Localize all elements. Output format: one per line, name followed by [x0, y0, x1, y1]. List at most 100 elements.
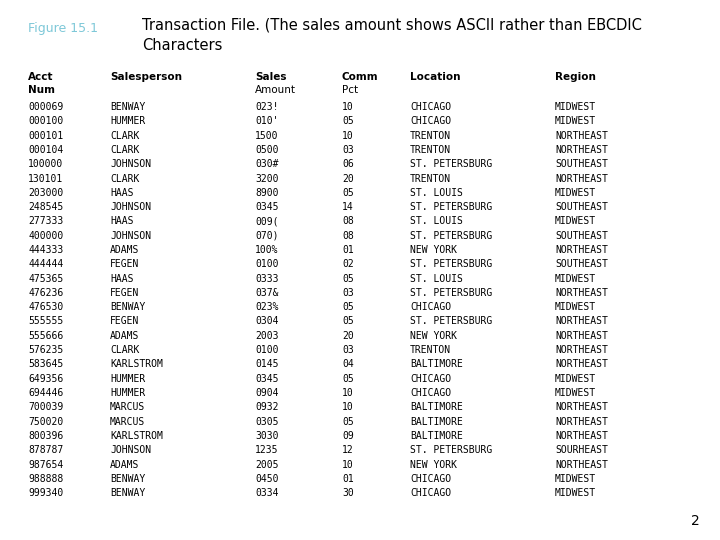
- Text: 0904: 0904: [255, 388, 279, 398]
- Text: 10: 10: [342, 131, 354, 140]
- Text: 0100: 0100: [255, 345, 279, 355]
- Text: CHICAGO: CHICAGO: [410, 474, 451, 484]
- Text: 0500: 0500: [255, 145, 279, 155]
- Text: 100000: 100000: [28, 159, 63, 169]
- Text: HUMMER: HUMMER: [110, 388, 145, 398]
- Text: 05: 05: [342, 302, 354, 312]
- Text: NEW YORK: NEW YORK: [410, 460, 457, 469]
- Text: 800396: 800396: [28, 431, 63, 441]
- Text: 0305: 0305: [255, 416, 279, 427]
- Text: NORTHEAST: NORTHEAST: [555, 402, 608, 413]
- Text: HAAS: HAAS: [110, 274, 133, 284]
- Text: 476530: 476530: [28, 302, 63, 312]
- Text: BENWAY: BENWAY: [110, 302, 145, 312]
- Text: ST. PETERSBURG: ST. PETERSBURG: [410, 202, 492, 212]
- Text: 0333: 0333: [255, 274, 279, 284]
- Text: 12: 12: [342, 445, 354, 455]
- Text: 05: 05: [342, 374, 354, 384]
- Text: MIDWEST: MIDWEST: [555, 302, 596, 312]
- Text: Acct: Acct: [28, 72, 53, 82]
- Text: NORTHEAST: NORTHEAST: [555, 173, 608, 184]
- Text: 476236: 476236: [28, 288, 63, 298]
- Text: 009(: 009(: [255, 217, 279, 226]
- Text: 20: 20: [342, 173, 354, 184]
- Text: 30: 30: [342, 488, 354, 498]
- Text: 000101: 000101: [28, 131, 63, 140]
- Text: 06: 06: [342, 159, 354, 169]
- Text: 999340: 999340: [28, 488, 63, 498]
- Text: 0450: 0450: [255, 474, 279, 484]
- Text: 05: 05: [342, 116, 354, 126]
- Text: ST. PETERSBURG: ST. PETERSBURG: [410, 316, 492, 327]
- Text: ST. PETERSBURG: ST. PETERSBURG: [410, 259, 492, 269]
- Text: NORTHEAST: NORTHEAST: [555, 316, 608, 327]
- Text: 03: 03: [342, 345, 354, 355]
- Text: ST. LOUIS: ST. LOUIS: [410, 188, 463, 198]
- Text: 277333: 277333: [28, 217, 63, 226]
- Text: BENWAY: BENWAY: [110, 488, 145, 498]
- Text: 878787: 878787: [28, 445, 63, 455]
- Text: CHICAGO: CHICAGO: [410, 302, 451, 312]
- Text: 0145: 0145: [255, 360, 279, 369]
- Text: ADAMS: ADAMS: [110, 331, 140, 341]
- Text: BALTIMORE: BALTIMORE: [410, 416, 463, 427]
- Text: Salesperson: Salesperson: [110, 72, 182, 82]
- Text: FEGEN: FEGEN: [110, 288, 140, 298]
- Text: CHICAGO: CHICAGO: [410, 488, 451, 498]
- Text: 023%: 023%: [255, 302, 279, 312]
- Text: HUMMER: HUMMER: [110, 116, 145, 126]
- Text: BALTIMORE: BALTIMORE: [410, 360, 463, 369]
- Text: 988888: 988888: [28, 474, 63, 484]
- Text: 10: 10: [342, 460, 354, 469]
- Text: 05: 05: [342, 416, 354, 427]
- Text: ST. PETERSBURG: ST. PETERSBURG: [410, 231, 492, 241]
- Text: MIDWEST: MIDWEST: [555, 488, 596, 498]
- Text: 05: 05: [342, 188, 354, 198]
- Text: 20: 20: [342, 331, 354, 341]
- Text: MARCUS: MARCUS: [110, 402, 145, 413]
- Text: BALTIMORE: BALTIMORE: [410, 431, 463, 441]
- Text: 0345: 0345: [255, 374, 279, 384]
- Text: 555666: 555666: [28, 331, 63, 341]
- Text: 037&: 037&: [255, 288, 279, 298]
- Text: 08: 08: [342, 231, 354, 241]
- Text: SOUTHEAST: SOUTHEAST: [555, 159, 608, 169]
- Text: 10: 10: [342, 388, 354, 398]
- Text: 000100: 000100: [28, 116, 63, 126]
- Text: ST. LOUIS: ST. LOUIS: [410, 274, 463, 284]
- Text: ADAMS: ADAMS: [110, 460, 140, 469]
- Text: TRENTON: TRENTON: [410, 345, 451, 355]
- Text: MIDWEST: MIDWEST: [555, 188, 596, 198]
- Text: CLARK: CLARK: [110, 131, 140, 140]
- Text: MIDWEST: MIDWEST: [555, 217, 596, 226]
- Text: Amount: Amount: [255, 85, 296, 95]
- Text: 0304: 0304: [255, 316, 279, 327]
- Text: Comm: Comm: [342, 72, 379, 82]
- Text: SOURHEAST: SOURHEAST: [555, 445, 608, 455]
- Text: 700039: 700039: [28, 402, 63, 413]
- Text: 987654: 987654: [28, 460, 63, 469]
- Text: SOUTHEAST: SOUTHEAST: [555, 231, 608, 241]
- Text: CHICAGO: CHICAGO: [410, 374, 451, 384]
- Text: 2005: 2005: [255, 460, 279, 469]
- Text: 583645: 583645: [28, 360, 63, 369]
- Text: 0932: 0932: [255, 402, 279, 413]
- Text: 444444: 444444: [28, 259, 63, 269]
- Text: 2003: 2003: [255, 331, 279, 341]
- Text: NORTHEAST: NORTHEAST: [555, 145, 608, 155]
- Text: 14: 14: [342, 202, 354, 212]
- Text: 04: 04: [342, 360, 354, 369]
- Text: 01: 01: [342, 474, 354, 484]
- Text: SOUTHEAST: SOUTHEAST: [555, 202, 608, 212]
- Text: HAAS: HAAS: [110, 217, 133, 226]
- Text: 0100: 0100: [255, 259, 279, 269]
- Text: 05: 05: [342, 316, 354, 327]
- Text: 3200: 3200: [255, 173, 279, 184]
- Text: NORTHEAST: NORTHEAST: [555, 360, 608, 369]
- Text: NEW YORK: NEW YORK: [410, 245, 457, 255]
- Text: JOHNSON: JOHNSON: [110, 445, 151, 455]
- Text: NORTHEAST: NORTHEAST: [555, 131, 608, 140]
- Text: 750020: 750020: [28, 416, 63, 427]
- Text: 05: 05: [342, 274, 354, 284]
- Text: Location: Location: [410, 72, 461, 82]
